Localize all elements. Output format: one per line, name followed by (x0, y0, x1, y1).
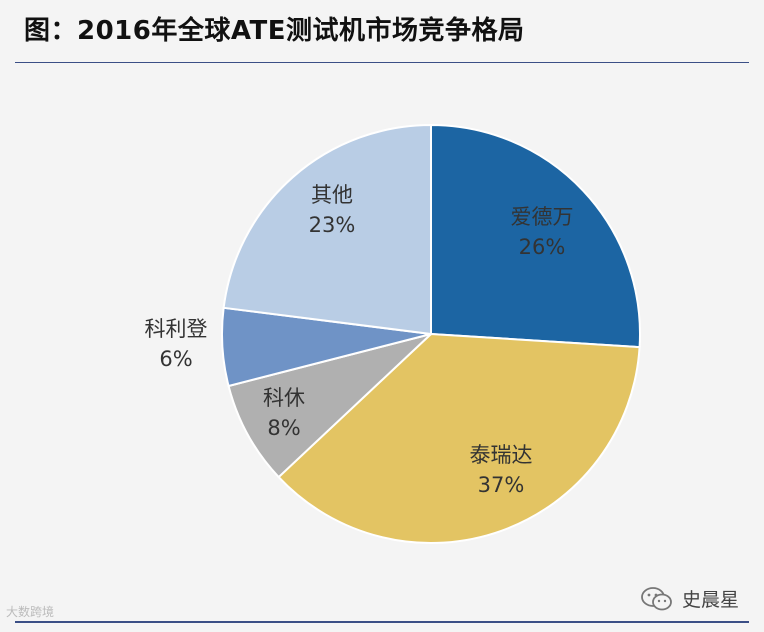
slice-label-others: 其他 23% (272, 180, 392, 240)
top-divider (15, 62, 749, 63)
slice-name: 泰瑞达 (469, 443, 533, 467)
slice-percent: 8% (267, 416, 301, 440)
slice-percent: 37% (477, 473, 525, 497)
wechat-icon (641, 586, 672, 610)
slice-percent: 26% (518, 235, 566, 259)
slice-name: 科利登 (144, 317, 208, 341)
slice-percent: 6% (159, 347, 193, 371)
watermark-right-text: 史晨星 (682, 589, 740, 611)
slice-label-credence: 科利登 6% (116, 314, 236, 374)
slice-label-teradyne: 泰瑞达 37% (441, 440, 561, 500)
pie-slice-1 (277, 332, 641, 544)
bottom-divider (15, 621, 749, 623)
watermark-right: 史晨星 (640, 585, 739, 612)
pie-slice-2 (227, 333, 432, 479)
slice-label-advantest: 爱德万 26% (482, 202, 602, 262)
pie-slice-4 (222, 123, 432, 336)
page-title: 图：2016年全球ATE测试机市场竞争格局 (24, 16, 525, 46)
slice-name: 爱德万 (510, 205, 574, 229)
slice-percent: 23% (308, 213, 356, 237)
slice-name: 科休 (263, 386, 305, 410)
watermark-left: 大数跨境 (6, 605, 55, 619)
slice-label-cohu: 科休 8% (224, 383, 344, 443)
slice-name: 其他 (311, 183, 353, 207)
pie-slice-0 (430, 123, 641, 349)
